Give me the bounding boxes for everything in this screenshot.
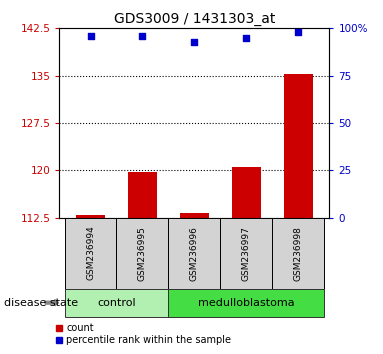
Point: [139, 33, 146, 39]
Bar: [169, 218, 220, 289]
Text: medulloblastoma: medulloblastoma: [198, 298, 295, 308]
Text: GSM236998: GSM236998: [294, 225, 303, 281]
Bar: [272, 218, 324, 289]
Bar: [284, 74, 313, 218]
Point: [295, 29, 301, 35]
Bar: [232, 167, 260, 218]
Title: GDS3009 / 1431303_at: GDS3009 / 1431303_at: [114, 12, 275, 26]
Legend: count, percentile rank within the sample: count, percentile rank within the sample: [57, 324, 231, 346]
Point: [87, 33, 93, 39]
Bar: [116, 218, 169, 289]
Bar: [180, 213, 209, 218]
Point: [192, 39, 198, 44]
Text: disease state: disease state: [4, 298, 78, 308]
Bar: [220, 218, 272, 289]
Text: GSM236996: GSM236996: [190, 225, 199, 281]
Text: GSM236995: GSM236995: [138, 225, 147, 281]
Text: GSM236994: GSM236994: [86, 226, 95, 280]
Point: [243, 35, 249, 41]
Text: GSM236997: GSM236997: [242, 225, 251, 281]
Bar: [128, 172, 157, 218]
Bar: [76, 215, 105, 218]
Bar: [169, 289, 324, 317]
Bar: [65, 218, 116, 289]
Text: control: control: [97, 298, 136, 308]
Bar: [65, 289, 169, 317]
